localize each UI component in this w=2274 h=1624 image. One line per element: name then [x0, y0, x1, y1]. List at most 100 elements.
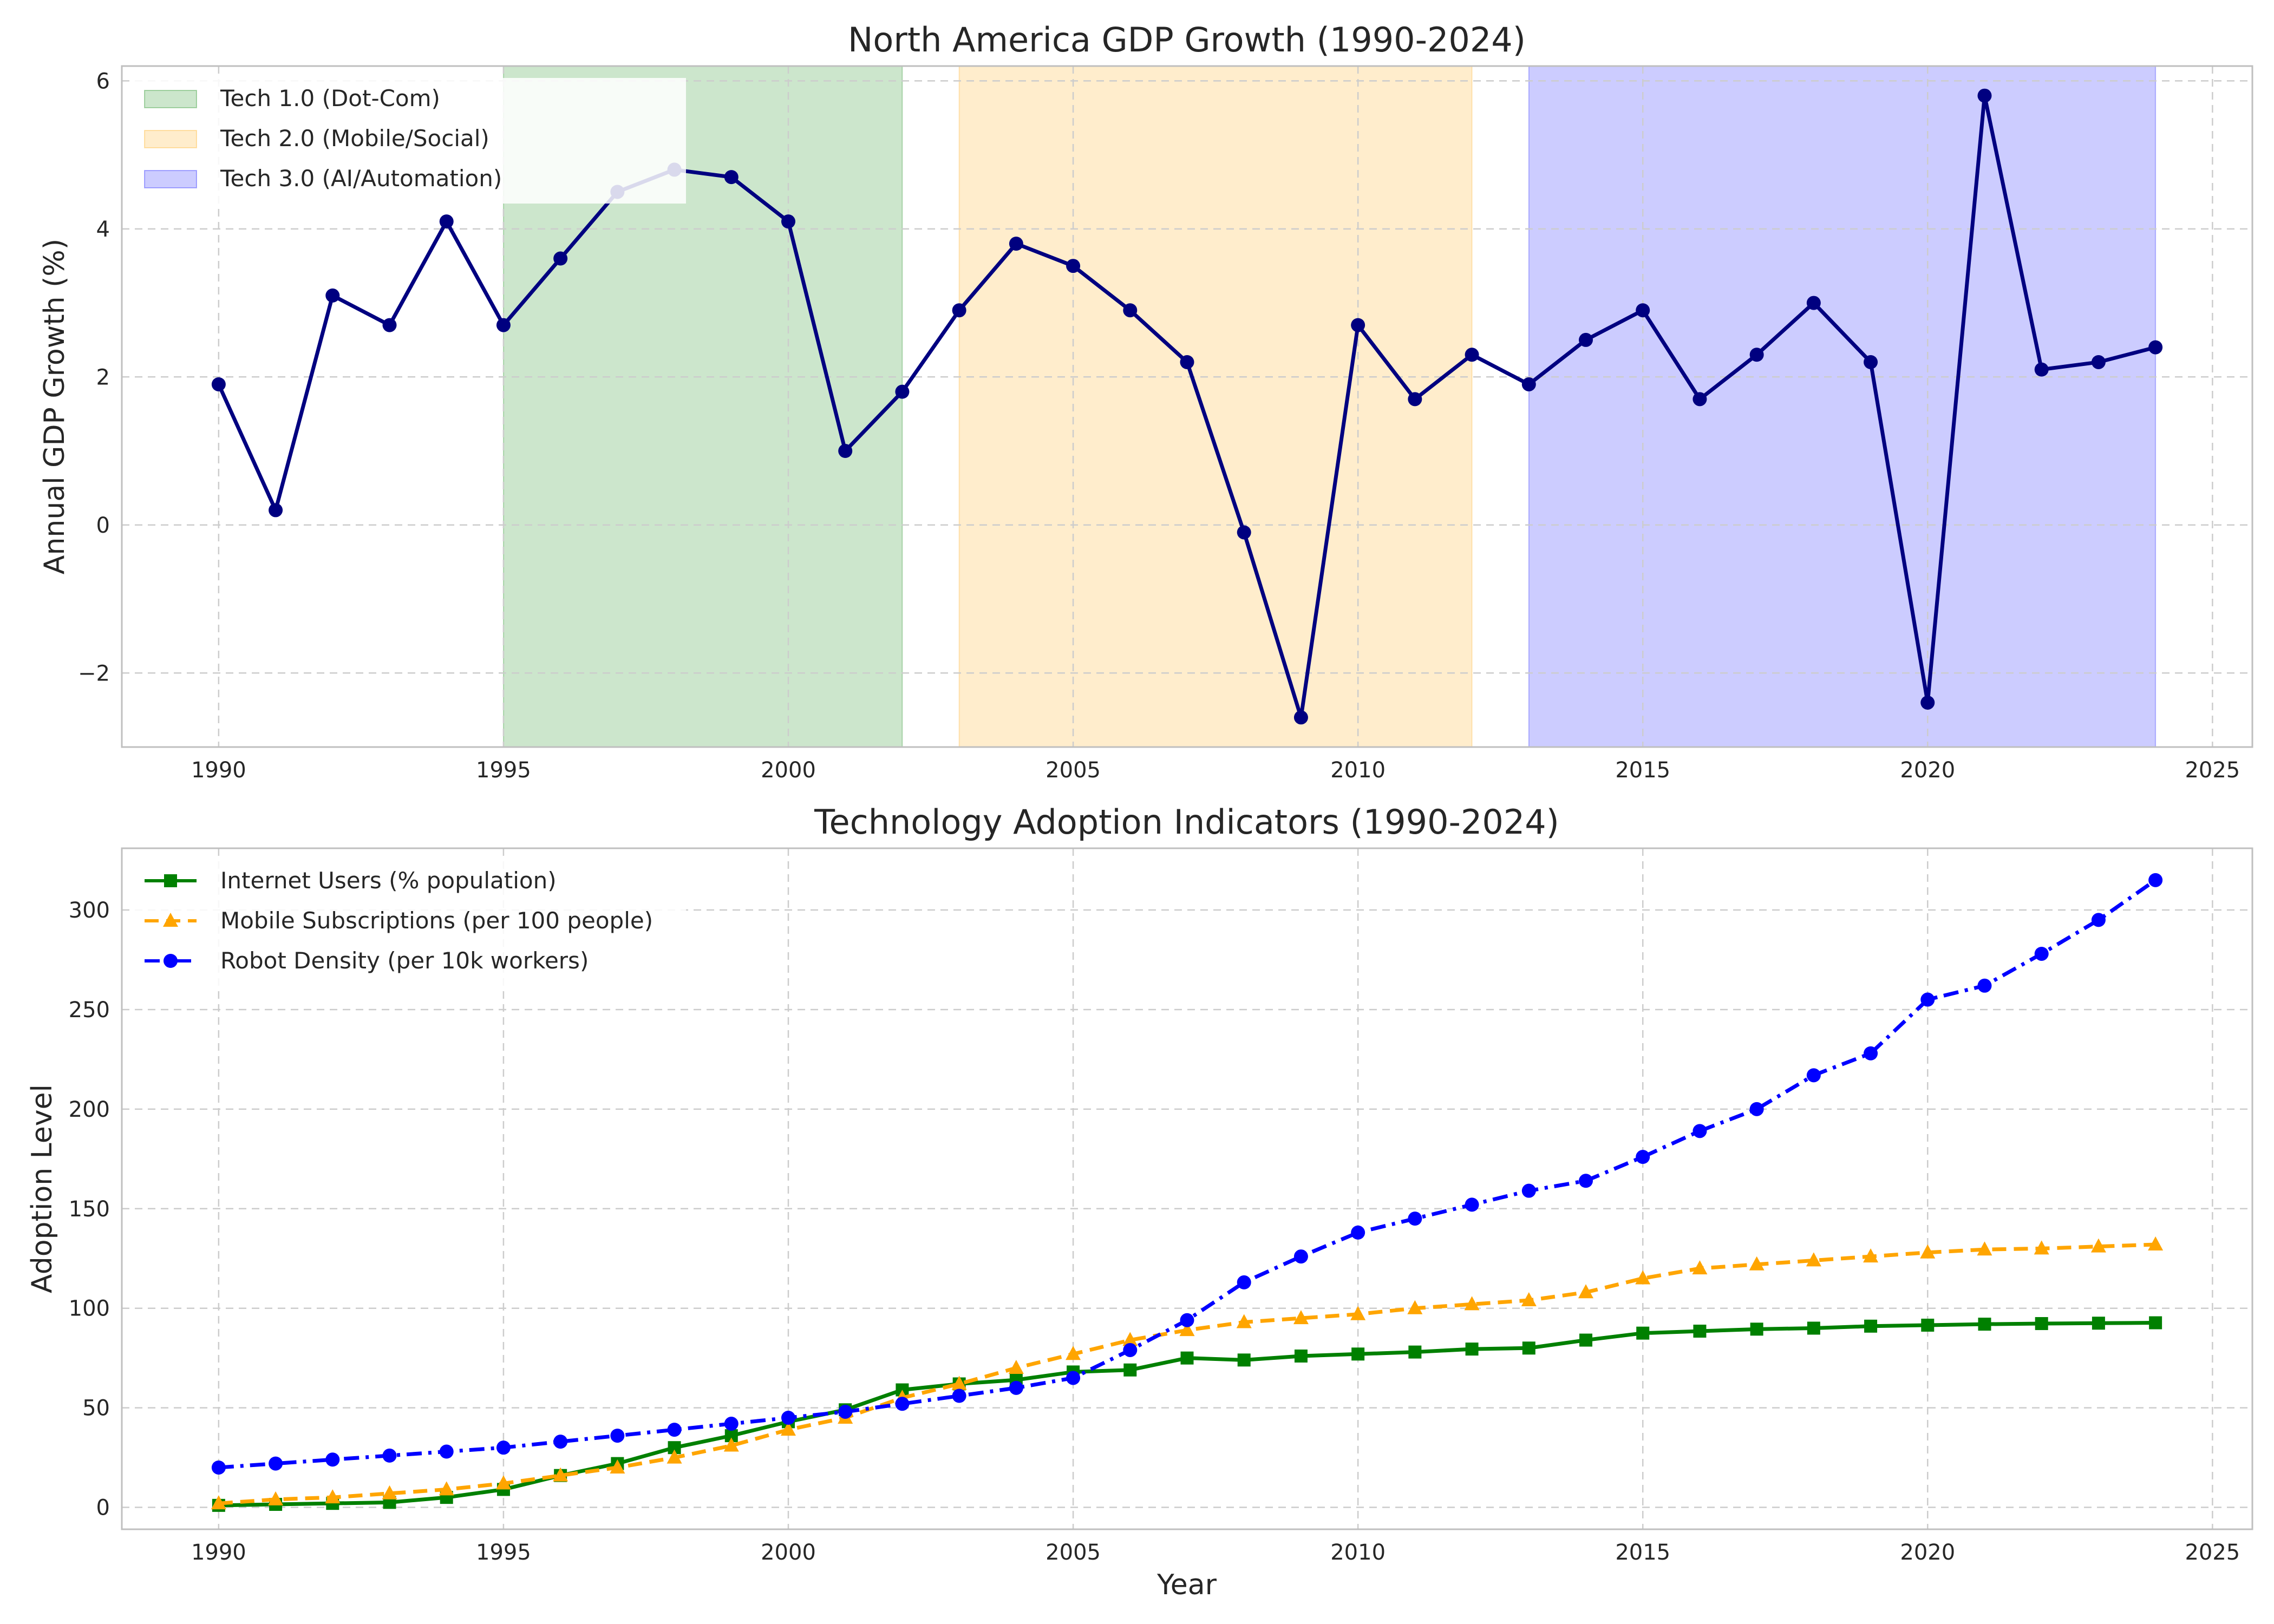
x-tick-label: 2000	[761, 1540, 816, 1565]
mobile-subscriptions-per-100-people-point	[1179, 1322, 1195, 1337]
robot-density-per-10k-workers-point	[269, 1456, 283, 1471]
y-tick-label: −2	[78, 661, 110, 686]
robot-density-per-10k-workers-point	[2148, 873, 2163, 887]
mobile-subscriptions-per-100-people-point	[1293, 1310, 1309, 1325]
internet-users-population-point	[1294, 1349, 1308, 1363]
legend-label: Tech 3.0 (AI/Automation)	[220, 165, 502, 192]
gdp-series-point	[952, 303, 966, 318]
legend-swatch	[144, 130, 197, 148]
gdp-series-point	[838, 444, 853, 459]
y-tick-label: 50	[82, 1396, 110, 1421]
legend-background	[134, 860, 686, 986]
mobile-subscriptions-per-100-people-point	[1806, 1252, 1821, 1267]
robot-density-per-10k-workers-point	[211, 1460, 226, 1475]
gdp-series-point	[1123, 303, 1138, 318]
robot-density-per-10k-workers-point	[1293, 1249, 1308, 1264]
mobile-subscriptions-per-100-people-point	[1008, 1360, 1024, 1374]
y-tick-label: 100	[69, 1296, 110, 1321]
legend-item-robot-density-per-10k-workers: Robot Density (per 10k workers)	[145, 947, 589, 974]
mobile-subscriptions-per-100-people-series	[211, 1236, 2164, 1510]
x-tick-label: 2025	[2185, 758, 2240, 783]
gdp-series-point	[1009, 237, 1023, 251]
mobile-subscriptions-per-100-people-point	[1464, 1296, 1480, 1311]
mobile-subscriptions-per-100-people-point	[211, 1495, 226, 1510]
gdp-plot-frame	[121, 65, 2253, 748]
internet-users-population-point	[2149, 1316, 2162, 1330]
robot-density-per-10k-workers-point	[610, 1429, 625, 1443]
robot-density-per-10k-workers-point	[838, 1404, 853, 1419]
legend-item-tech-3-0-ai-automation: Tech 3.0 (AI/Automation)	[144, 165, 502, 192]
legend-label: Tech 2.0 (Mobile/Social)	[220, 125, 489, 152]
robot-density-per-10k-workers-point	[1693, 1124, 1707, 1138]
gdp-series-point	[1408, 392, 1422, 407]
tech-era-bands	[502, 66, 2157, 748]
gdp-series-point	[1465, 348, 1479, 362]
robot-density-per-10k-workers-point	[667, 1423, 682, 1437]
gdp-series-point	[1749, 348, 1764, 362]
gdp-series-point	[269, 503, 283, 518]
robot-density-per-10k-workers-point	[553, 1435, 568, 1449]
gdp-series-point	[1578, 332, 1593, 347]
robot-density-per-10k-workers-point	[1066, 1371, 1081, 1385]
mobile-subscriptions-per-100-people-point	[610, 1459, 625, 1474]
internet-users-population-point	[1237, 1353, 1251, 1367]
x-tick-label: 1995	[476, 1540, 531, 1565]
mobile-subscriptions-per-100-people-point	[666, 1449, 682, 1464]
internet-users-population-point	[1807, 1321, 1820, 1335]
mobile-subscriptions-per-100-people-point	[1407, 1300, 1423, 1314]
robot-density-per-10k-workers-point	[724, 1417, 739, 1431]
robot-density-per-10k-workers-point	[439, 1444, 454, 1459]
gdp-series-point	[1920, 695, 1935, 710]
gdp-chart-title: North America GDP Growth (1990-2024)	[848, 20, 1526, 60]
adoption-plot-frame	[121, 847, 2253, 1530]
gdp-series-point	[895, 384, 910, 399]
mobile-subscriptions-per-100-people-point	[2034, 1240, 2049, 1255]
legend-item-tech-1-0-dot-com: Tech 1.0 (Dot-Com)	[144, 85, 440, 112]
internet-users-population-point	[1123, 1363, 1137, 1377]
x-tick-label: 1995	[476, 758, 531, 783]
gdp-series-point	[2034, 362, 2049, 377]
internet-users-population-point	[1636, 1326, 1650, 1340]
internet-users-population-point	[2035, 1317, 2048, 1331]
internet-users-population-point	[2092, 1317, 2105, 1330]
robot-density-per-10k-workers-point	[1465, 1197, 1479, 1212]
mobile-subscriptions-per-100-people-point	[781, 1422, 796, 1436]
robot-density-per-10k-workers-point	[1864, 1046, 1878, 1060]
robot-density-per-10k-workers-point	[1123, 1343, 1138, 1357]
gdp-series-point	[2148, 340, 2163, 355]
y-tick-label: 300	[69, 898, 110, 923]
mobile-subscriptions-per-100-people-point	[1521, 1292, 1537, 1306]
mobile-subscriptions-per-100-people-point	[268, 1491, 284, 1505]
mobile-subscriptions-per-100-people-point	[495, 1475, 511, 1490]
legend-marker	[164, 874, 177, 887]
mobile-subscriptions-per-100-people-point	[553, 1467, 568, 1482]
robot-density-per-10k-workers-point	[1749, 1102, 1764, 1116]
adoption-x-tick-labels: 1990 1995 2000 2005 2010 2015 2020 2025	[191, 1540, 2240, 1565]
internet-users-population-point	[1693, 1325, 1707, 1338]
robot-density-per-10k-workers-point	[2091, 913, 2106, 927]
x-tick-label: 1990	[191, 758, 246, 783]
legend-item-mobile-subscriptions-per-100-people: Mobile Subscriptions (per 100 people)	[145, 907, 653, 934]
x-tick-label: 2015	[1615, 758, 1670, 783]
gdp-x-tick-labels: 1990 1995 2000 2005 2010 2015 2020 2025	[191, 758, 2240, 783]
robot-density-per-10k-workers-point	[382, 1448, 397, 1463]
x-tick-label: 2005	[1045, 758, 1101, 783]
gdp-series-point	[1293, 710, 1308, 725]
y-tick-label: 4	[96, 217, 110, 242]
mobile-subscriptions-per-100-people-point	[1749, 1256, 1765, 1271]
gdp-series-point	[325, 288, 340, 303]
robot-density-per-10k-workers-series	[211, 873, 2163, 1475]
gdp-series-point	[1066, 259, 1081, 273]
gdp-series-point	[439, 214, 454, 229]
mobile-subscriptions-per-100-people-point	[1692, 1260, 1708, 1275]
robot-density-per-10k-workers-point	[1351, 1225, 1365, 1240]
internet-users-population-point	[1864, 1319, 1878, 1333]
mobile-subscriptions-per-100-people-point	[1863, 1248, 1879, 1263]
robot-density-per-10k-workers-point	[1180, 1313, 1194, 1327]
robot-density-per-10k-workers-point	[1806, 1068, 1821, 1083]
gdp-series-point	[1521, 377, 1536, 391]
robot-density-per-10k-workers-point	[1920, 992, 1935, 1007]
mobile-subscriptions-per-100-people-point	[382, 1485, 397, 1499]
internet-users-population-point	[1579, 1333, 1592, 1347]
mobile-subscriptions-per-100-people-point	[1977, 1241, 1992, 1256]
